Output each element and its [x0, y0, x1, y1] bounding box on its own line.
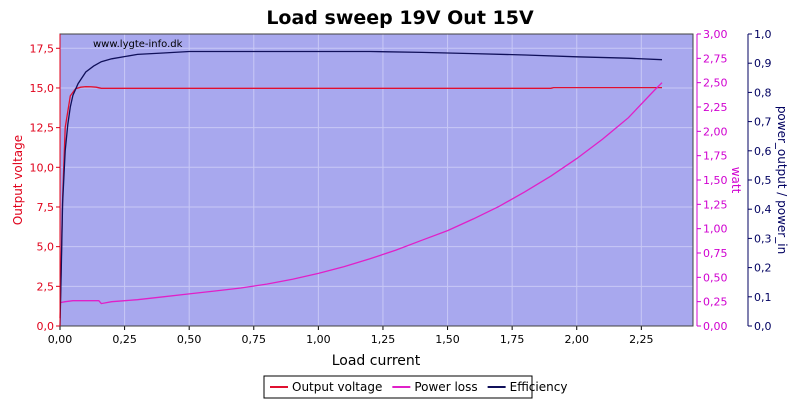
y-right-watt-axis-label: watt: [729, 167, 743, 194]
y-left-tick-label: 10,0: [30, 161, 55, 174]
y-right-watt-tick-label: 3,00: [703, 28, 728, 41]
series-line-efficiency: [59, 50, 663, 327]
y-right-watt-tick-label: 2,00: [703, 125, 728, 138]
y-right-efficiency-axis-label: power_output / power_in: [775, 106, 789, 254]
y-right-watt-tick-label: 0,25: [703, 296, 728, 309]
y-left-axis-label: Output voltage: [11, 135, 25, 225]
legend-label-efficiency: Efficiency: [510, 380, 568, 394]
series-line-output-voltage: [59, 86, 662, 319]
axes-layer: 0,00 0,25 0,50 0,75 1,00 1,25 1,50 1,75 2,00 2,25…: [30, 28, 772, 346]
legend-label-power-loss: Power loss: [414, 380, 477, 394]
series-layer: [59, 50, 663, 327]
y-left-tick-label: 12,5: [30, 122, 55, 135]
x-tick-label: 1,00: [306, 333, 331, 346]
plot-area: [60, 34, 693, 326]
y-right-efficiency-tick-label: 0,7: [754, 116, 772, 129]
y-right-efficiency-tick-label: 1,0: [754, 28, 772, 41]
y-right-watt-tick-label: 2,25: [703, 101, 728, 114]
y-right-watt-tick-label: 2,75: [703, 52, 728, 65]
legend-label-output-voltage: Output voltage: [292, 380, 382, 394]
y-right-efficiency-tick-label: 0,6: [754, 145, 772, 158]
x-tick-label: 2,00: [564, 333, 589, 346]
chart-title: Load sweep 19V Out 15V: [266, 7, 534, 29]
y-right-watt-tick-label: 0,00: [703, 320, 728, 333]
y-left-tick-label: 7,5: [37, 201, 55, 214]
y-right-efficiency-tick-label: 0,4: [754, 203, 772, 216]
y-right-efficiency-tick-label: 0,9: [754, 57, 772, 70]
y-right-efficiency-tick-label: 0,1: [754, 291, 772, 304]
y-right-watt-tick-label: 0,50: [703, 271, 728, 284]
x-tick-label: 0,50: [177, 333, 202, 346]
y-right-efficiency-tick-label: 0,3: [754, 232, 772, 245]
y-right-watt-tick-label: 2,50: [703, 77, 728, 90]
y-right-watt-tick-label: 1,25: [703, 198, 728, 211]
y-left-tick-label: 5,0: [37, 241, 55, 254]
y-right-efficiency-tick-label: 0,8: [754, 86, 772, 99]
x-tick-label: 1,25: [371, 333, 396, 346]
x-tick-label: 1,75: [500, 333, 525, 346]
series-line-power-loss: [59, 82, 663, 305]
y-right-watt-tick-label: 1,00: [703, 223, 728, 236]
x-tick-label: 2,25: [629, 333, 654, 346]
legend: Output voltage Power loss Efficiency: [263, 375, 568, 399]
y-left-tick-label: 17,5: [30, 42, 55, 55]
x-axis-label: Load current: [332, 353, 421, 369]
x-tick-label: 0,75: [242, 333, 267, 346]
y-right-watt-tick-label: 1,50: [703, 174, 728, 187]
x-tick-label: 1,50: [435, 333, 460, 346]
y-left-tick-label: 0,0: [37, 320, 55, 333]
y-right-efficiency-tick-label: 0,5: [754, 174, 772, 187]
watermark: www.lygte-info.dk: [93, 39, 183, 50]
y-right-efficiency-tick-label: 0,0: [754, 320, 772, 333]
x-tick-label: 0,25: [112, 333, 137, 346]
y-left-tick-label: 2,5: [37, 280, 55, 293]
y-right-efficiency-tick-label: 0,2: [754, 262, 772, 275]
y-right-watt-tick-label: 1,75: [703, 150, 728, 163]
y-left-tick-label: 15,0: [30, 82, 55, 95]
y-right-watt-tick-label: 0,75: [703, 247, 728, 260]
x-tick-label: 0,00: [48, 333, 73, 346]
